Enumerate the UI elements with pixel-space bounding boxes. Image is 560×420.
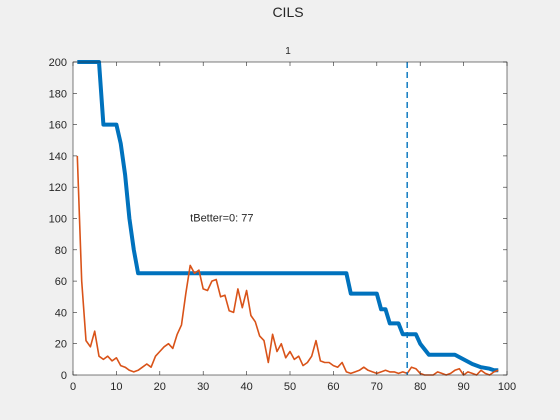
series-line-1 xyxy=(77,60,499,373)
x-tick-label: 70 xyxy=(371,381,383,393)
axes-subtitle: 1 xyxy=(285,46,291,57)
x-tick-label: 40 xyxy=(240,381,252,393)
x-tick-label: 60 xyxy=(327,381,339,393)
y-tick-label: 200 xyxy=(49,57,67,69)
y-tick-label: 100 xyxy=(49,214,67,226)
x-tick-label: 80 xyxy=(414,381,426,393)
y-tick-label: 40 xyxy=(55,307,67,319)
y-tick-label: 180 xyxy=(49,88,67,100)
y-tick-label: 60 xyxy=(55,276,67,288)
plot-area xyxy=(73,62,507,375)
x-tick-label: 20 xyxy=(154,381,166,393)
x-tick-label: 50 xyxy=(284,381,296,393)
figure-title: CILS xyxy=(272,4,303,20)
y-tick-label: 80 xyxy=(55,245,67,257)
x-tick-label: 90 xyxy=(457,381,469,393)
x-tick-label: 0 xyxy=(70,381,76,393)
annotation-label: tBetter=0: 77 xyxy=(190,213,253,225)
x-tick-label: 10 xyxy=(110,381,122,393)
x-tick-label: 30 xyxy=(197,381,209,393)
y-tick-label: 160 xyxy=(49,120,67,132)
y-tick-label: 20 xyxy=(55,339,67,351)
y-tick-label: 120 xyxy=(49,182,67,194)
x-tick-label: 100 xyxy=(498,381,516,393)
y-tick-label: 0 xyxy=(61,370,67,382)
y-tick-label: 140 xyxy=(49,151,67,163)
